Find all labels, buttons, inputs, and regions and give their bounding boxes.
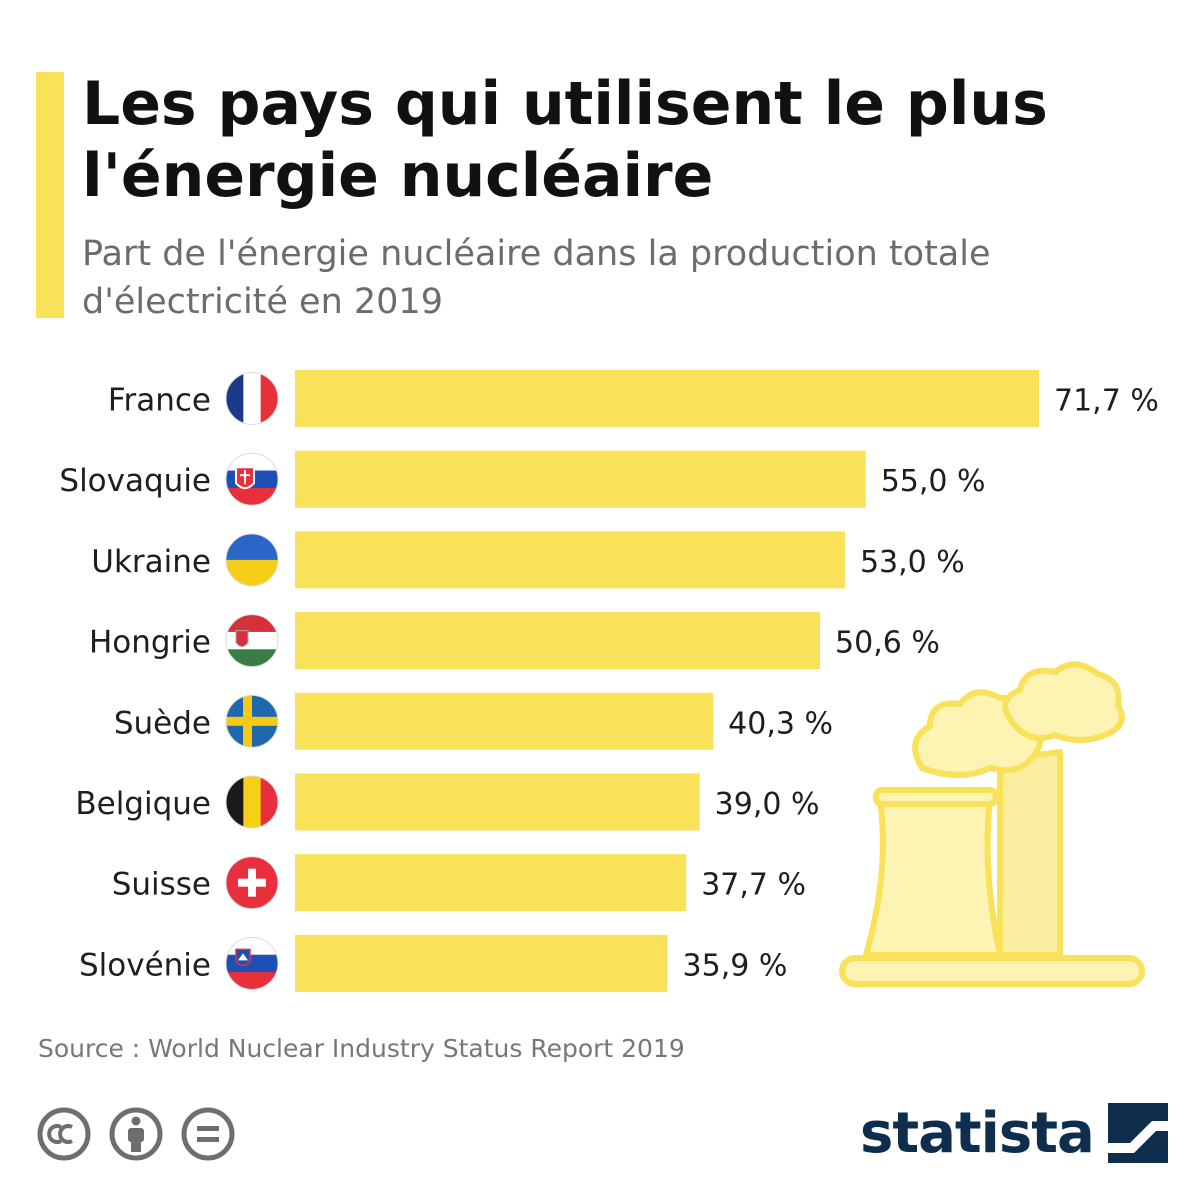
hungary-flag-icon (225, 614, 279, 668)
category-label: Slovaquie (59, 463, 211, 499)
value-label: 71,7 % (1054, 384, 1159, 419)
chart-title: Les pays qui utilisent le plus l'énergie… (82, 69, 1048, 211)
bar (295, 531, 845, 589)
accent-bar (36, 72, 64, 318)
bar (295, 773, 700, 831)
category-label: Suisse (112, 867, 211, 903)
source-note: Source : World Nuclear Industry Status R… (38, 1034, 685, 1063)
bar-row: Belgique 39,0 % (75, 773, 820, 831)
category-label: Hongrie (89, 625, 211, 661)
bar (295, 370, 1039, 427)
statista-logo: statista (860, 1098, 1168, 1168)
value-label: 50,6 % (835, 626, 940, 661)
france-flag-icon (225, 372, 279, 425)
bar (295, 692, 714, 750)
category-label: France (108, 383, 211, 419)
slovakia-flag-icon (225, 452, 279, 506)
bar-row: Slovénie 35,9 % (79, 934, 788, 992)
chart-subtitle: Part de l'énergie nucléaire dans la prod… (82, 234, 991, 322)
category-label: Belgique (75, 786, 211, 822)
bar-row: Slovaquie 55,0 % (59, 450, 986, 508)
ukraine-flag-icon (225, 533, 279, 587)
bar (295, 612, 821, 670)
bar (295, 450, 866, 508)
bar-row: France 71,7 % (108, 370, 1159, 427)
switzerland-flag-icon (225, 856, 279, 910)
no-derivatives-icon (181, 1107, 235, 1161)
bar (295, 854, 687, 912)
value-label: 40,3 % (728, 706, 833, 741)
bar-row: Ukraine 53,0 % (91, 531, 965, 589)
bar-row: Suisse 37,7 % (112, 854, 806, 912)
cc-icon (37, 1107, 91, 1161)
value-label: 55,0 % (881, 464, 986, 499)
bar-row: Suède 40,3 % (114, 692, 833, 750)
nuclear-plant-illustration (839, 661, 1145, 987)
value-label: 35,9 % (683, 948, 788, 983)
value-label: 37,7 % (701, 868, 806, 903)
belgium-flag-icon (225, 775, 279, 829)
category-label: Ukraine (91, 544, 211, 580)
slovenia-flag-icon (225, 936, 279, 990)
attribution-icon (109, 1107, 163, 1161)
license-icons (37, 1107, 235, 1161)
bar-chart: France 71,7 % Slovaquie 55,0 % Ukraine 53,0 %… (59, 370, 1159, 992)
category-label: Suède (114, 705, 211, 741)
value-label: 53,0 % (860, 545, 965, 580)
bar (295, 934, 668, 992)
sweden-flag-icon (225, 694, 279, 748)
bar-row: Hongrie 50,6 % (89, 612, 940, 670)
brand-name: statista (860, 1100, 1095, 1166)
category-label: Slovénie (79, 947, 211, 983)
statista-mark-icon (1107, 1103, 1168, 1163)
value-label: 39,0 % (715, 787, 820, 822)
